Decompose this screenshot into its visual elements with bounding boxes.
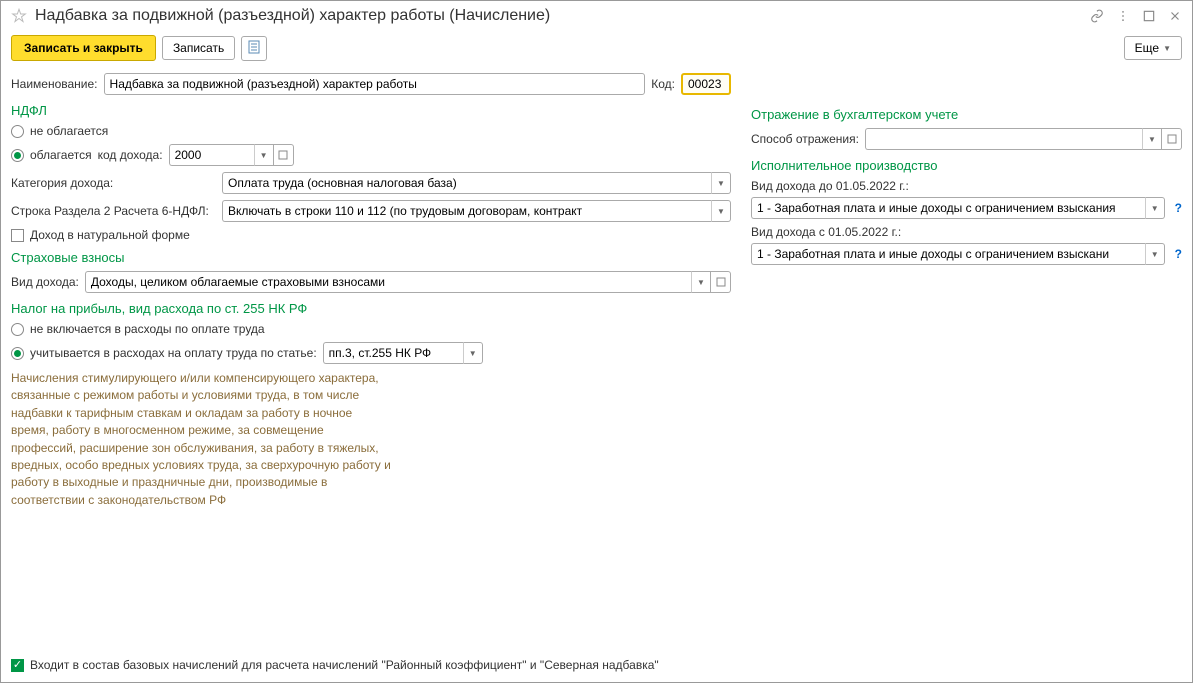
enforcement-after-input[interactable]	[751, 243, 1145, 265]
enforcement-after-label: Вид дохода с 01.05.2022 г.:	[751, 225, 1182, 239]
profit-tax-description: Начисления стимулирующего и/или компенси…	[11, 370, 391, 509]
ndfl-not-taxed-label: не облагается	[30, 124, 108, 138]
article-input[interactable]	[323, 342, 463, 364]
window-title: Надбавка за подвижной (разъездной) харак…	[35, 7, 1090, 25]
ndfl-not-taxed-radio[interactable]	[11, 125, 24, 138]
favorite-icon[interactable]	[11, 8, 27, 24]
insurance-type-label: Вид дохода:	[11, 275, 79, 289]
income-code-label: код дохода:	[98, 148, 163, 162]
more-button[interactable]: Еще ▼	[1124, 36, 1182, 60]
open-icon	[278, 150, 288, 160]
save-close-button[interactable]: Записать и закрыть	[11, 35, 156, 61]
profit-included-label: учитывается в расходах на оплату труда п…	[30, 346, 317, 360]
close-icon[interactable]	[1168, 9, 1182, 23]
insurance-section-title: Страховые взносы	[11, 250, 731, 265]
profit-not-included-radio[interactable]	[11, 323, 24, 336]
income-code-input[interactable]	[169, 144, 254, 166]
ndfl-taxed-radio[interactable]	[11, 149, 24, 162]
section2-input[interactable]	[222, 200, 711, 222]
link-icon[interactable]	[1090, 9, 1104, 23]
report-button[interactable]	[241, 36, 267, 61]
accounting-section-title: Отражение в бухгалтерском учете	[751, 107, 1182, 122]
chevron-down-icon: ▼	[1163, 44, 1171, 53]
name-label: Наименование:	[11, 77, 98, 91]
code-input[interactable]	[681, 73, 731, 95]
code-label: Код:	[651, 77, 675, 91]
base-calc-label: Входит в состав базовых начислений для р…	[30, 658, 659, 672]
profit-included-radio[interactable]	[11, 347, 24, 360]
profit-not-included-label: не включается в расходы по оплате труда	[30, 322, 265, 336]
profit-tax-section-title: Налог на прибыль, вид расхода по ст. 255…	[11, 301, 731, 316]
natural-income-checkbox[interactable]	[11, 229, 24, 242]
ndfl-section-title: НДФЛ	[11, 103, 731, 118]
income-code-open[interactable]	[274, 144, 294, 166]
natural-income-label: Доход в натуральной форме	[30, 228, 190, 242]
accounting-method-dropdown[interactable]: ▼	[1142, 128, 1162, 150]
maximize-icon[interactable]	[1142, 9, 1156, 23]
help-icon[interactable]: ?	[1175, 201, 1182, 215]
more-label: Еще	[1135, 41, 1159, 55]
category-label: Категория дохода:	[11, 176, 216, 190]
accounting-method-label: Способ отражения:	[751, 132, 859, 146]
insurance-type-input[interactable]	[85, 271, 691, 293]
enforcement-section-title: Исполнительное производство	[751, 158, 1182, 173]
ndfl-taxed-label: облагается	[30, 148, 92, 162]
open-icon	[1167, 134, 1177, 144]
insurance-type-open[interactable]	[711, 271, 731, 293]
enforcement-before-label: Вид дохода до 01.05.2022 г.:	[751, 179, 1182, 193]
document-icon	[248, 40, 260, 54]
category-dropdown[interactable]: ▼	[711, 172, 731, 194]
name-input[interactable]	[104, 73, 646, 95]
help-icon[interactable]: ?	[1175, 247, 1182, 261]
enforcement-after-dropdown[interactable]: ▼	[1145, 243, 1165, 265]
save-button[interactable]: Записать	[162, 36, 235, 60]
section2-dropdown[interactable]: ▼	[711, 200, 731, 222]
open-icon	[716, 277, 726, 287]
enforcement-before-input[interactable]	[751, 197, 1145, 219]
income-code-dropdown[interactable]: ▼	[254, 144, 274, 166]
category-input[interactable]	[222, 172, 711, 194]
enforcement-before-dropdown[interactable]: ▼	[1145, 197, 1165, 219]
article-dropdown[interactable]: ▼	[463, 342, 483, 364]
insurance-type-dropdown[interactable]: ▼	[691, 271, 711, 293]
section2-label: Строка Раздела 2 Расчета 6-НДФЛ:	[11, 204, 216, 218]
accounting-method-input[interactable]	[865, 128, 1142, 150]
base-calc-checkbox[interactable]	[11, 659, 24, 672]
accounting-method-open[interactable]	[1162, 128, 1182, 150]
menu-dots-icon[interactable]	[1116, 9, 1130, 23]
